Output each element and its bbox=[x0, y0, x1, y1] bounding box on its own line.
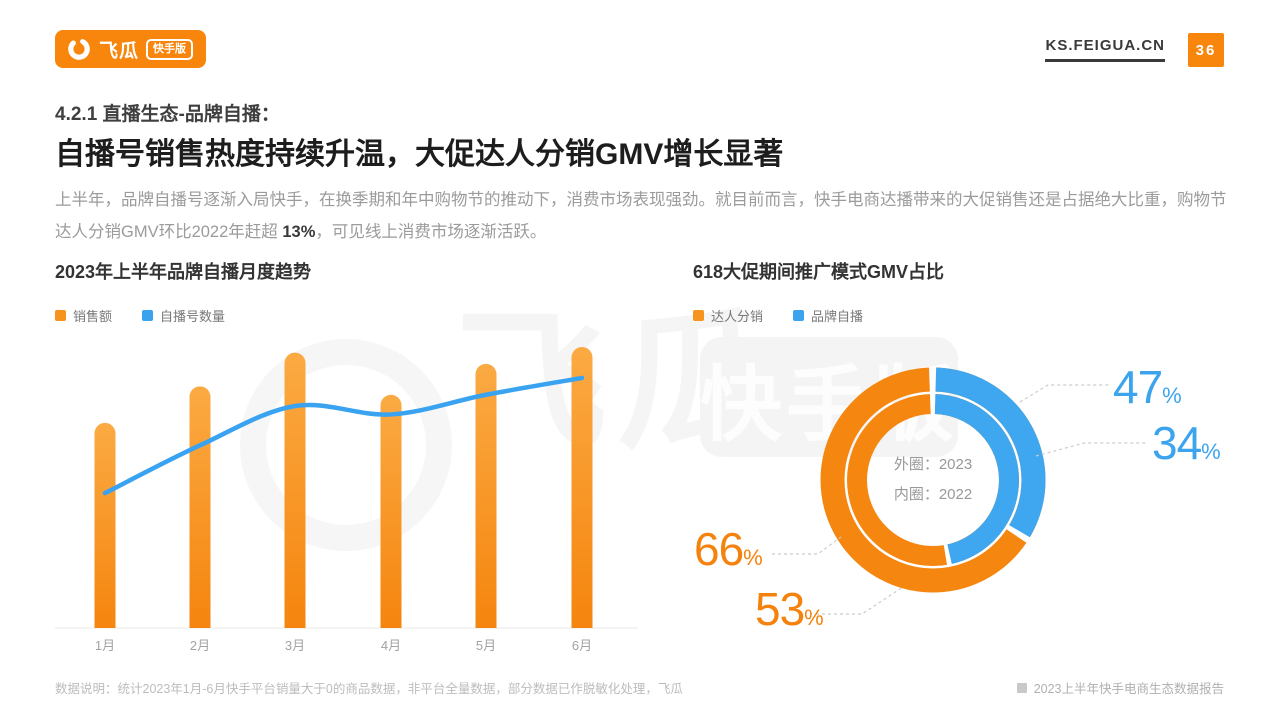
sales-bar-5月 bbox=[475, 363, 497, 628]
highlight-value: 13% bbox=[282, 223, 316, 241]
donut-center-line-outer: 外圈：2023 bbox=[893, 456, 973, 473]
percent-unit: % bbox=[804, 605, 824, 630]
callout-line bbox=[816, 586, 904, 615]
x-axis-label: 1月 bbox=[95, 638, 115, 653]
percent-value: 53 bbox=[755, 583, 805, 635]
footer-report-label: 2023上半年快手电商生态数据报告 bbox=[1033, 682, 1224, 696]
sales-bar-6月 bbox=[571, 347, 593, 628]
left-chart-legend: 销售额 自播号数量 bbox=[55, 306, 225, 325]
legend-swatch bbox=[142, 310, 154, 321]
percent-callout: 34% bbox=[1152, 417, 1221, 469]
percent-unit: % bbox=[743, 545, 763, 570]
feigua-logo: 飞瓜 快手版 bbox=[55, 30, 207, 68]
page-title: 自播号销售热度持续升温，大促达人分销GMV增长显著 bbox=[55, 138, 784, 171]
legend-item: 销售额 bbox=[55, 306, 112, 325]
logo-text: 飞瓜 bbox=[99, 40, 140, 62]
sales-bar-3月 bbox=[284, 352, 306, 628]
percent-value: 66 bbox=[694, 523, 744, 575]
left-chart-title: 2023年上半年品牌自播月度趋势 bbox=[55, 262, 312, 282]
percent-value: 47 bbox=[1113, 361, 1163, 413]
report-square-icon bbox=[1016, 682, 1027, 693]
sales-bar-4月 bbox=[380, 394, 402, 628]
legend-item: 达人分销 bbox=[693, 306, 763, 325]
logo-version-badge: 快手版 bbox=[146, 38, 194, 60]
swirl-icon bbox=[68, 38, 90, 60]
right-chart-legend: 达人分销 品牌自播 bbox=[693, 306, 863, 325]
percent-unit: % bbox=[1162, 383, 1182, 408]
site-url[interactable]: KS.FEIGUA.CN bbox=[1045, 37, 1165, 62]
percent-callout: 66% bbox=[694, 523, 763, 575]
legend-swatch bbox=[693, 310, 704, 321]
legend-label: 自播号数量 bbox=[160, 309, 226, 324]
percent-callout: 47% bbox=[1113, 361, 1182, 413]
callout-line bbox=[772, 536, 842, 555]
x-axis-label: 2月 bbox=[190, 638, 210, 653]
x-axis-label: 5月 bbox=[476, 638, 496, 653]
body-paragraph: 上半年，品牌自播号逐渐入局快手，在换季期和年中购物节的推动下，消费市场表现强劲。… bbox=[55, 184, 1233, 248]
legend-swatch bbox=[793, 310, 805, 321]
donut-center-label: 外圈：2023 内圈：2022 bbox=[853, 450, 1013, 510]
page-number-badge: 36 bbox=[1188, 33, 1224, 67]
legend-label: 销售额 bbox=[73, 309, 113, 324]
legend-label: 达人分销 bbox=[711, 309, 764, 324]
legend-swatch bbox=[55, 310, 66, 321]
paragraph-prefix: 上半年，品牌自播号逐渐入局快手，在换季期和年中购物节的推动下，消费市场表现强劲。… bbox=[55, 191, 1227, 241]
footer-note: 数据说明：统计2023年1月-6月快手平台销量大于0的商品数据，非平台全量数据，… bbox=[55, 682, 683, 696]
percent-unit: % bbox=[1201, 439, 1221, 464]
donut-center-line-inner: 内圈：2022 bbox=[893, 486, 973, 503]
x-axis-label: 3月 bbox=[285, 638, 305, 653]
bar-line-chart: 1月 2月 3月 4月 5月 6月 bbox=[55, 347, 638, 653]
legend-item: 品牌自播 bbox=[793, 306, 863, 325]
callout-line bbox=[1035, 442, 1146, 457]
x-axis-label: 6月 bbox=[572, 638, 592, 653]
percent-value: 34 bbox=[1152, 417, 1202, 469]
right-chart-title: 618大促期间推广模式GMV占比 bbox=[693, 262, 945, 282]
legend-label: 品牌自播 bbox=[811, 309, 864, 324]
sales-bar-1月 bbox=[94, 422, 116, 628]
sales-bar-2月 bbox=[189, 386, 211, 628]
percent-callout: 53% bbox=[755, 583, 824, 635]
callout-line bbox=[1019, 384, 1110, 403]
legend-item: 自播号数量 bbox=[142, 306, 225, 325]
paragraph-suffix: ，可见线上消费市场逐渐活跃。 bbox=[315, 223, 547, 241]
x-axis-label: 4月 bbox=[381, 638, 401, 653]
footer-report: 2023上半年快手电商生态数据报告 bbox=[1016, 678, 1224, 697]
trend-line bbox=[102, 375, 585, 496]
donut-chart: 外圈：2023 内圈：2022 47% 34% 66% 53% bbox=[680, 330, 1260, 670]
section-kicker: 4.2.1 直播生态-品牌自播： bbox=[55, 104, 280, 125]
